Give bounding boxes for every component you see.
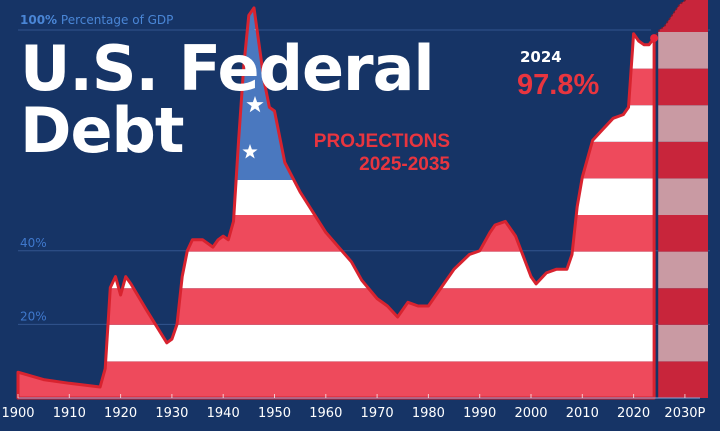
point-2024 xyxy=(650,34,659,43)
x-tick-label: 1950 xyxy=(258,406,291,421)
star-icon xyxy=(246,96,264,113)
x-tick-label: 1910 xyxy=(53,406,86,421)
title-line-2: Debt xyxy=(20,94,185,167)
flag-stripe xyxy=(18,324,655,362)
x-tick-label: 2010 xyxy=(566,406,599,421)
flag-stripe xyxy=(18,178,655,215)
projection-stripe xyxy=(658,105,708,142)
projection-stripe xyxy=(658,141,708,179)
x-tick-label: 2000 xyxy=(514,406,547,421)
y-axis-label-row: 100% Percentage of GDP xyxy=(20,13,173,27)
callout-year: 2024 xyxy=(520,48,562,66)
projection-stripe xyxy=(658,68,708,106)
debt-line xyxy=(16,6,656,400)
x-tick-label: 1920 xyxy=(104,406,137,421)
y-tick-label: 20% xyxy=(20,309,47,323)
projection-label-1: PROJECTIONS xyxy=(313,131,450,152)
x-tick-label: 2030P xyxy=(664,406,705,421)
projection-stripe xyxy=(658,178,708,215)
x-tick-label: 1900 xyxy=(1,406,34,421)
title-line-1: U.S. Federal xyxy=(20,32,435,105)
y-tick-100: 100% xyxy=(20,13,58,27)
projection-label: PROJECTIONS 2025-2035 xyxy=(270,130,450,176)
y-axis-label: Percentage of GDP xyxy=(60,13,174,27)
star-icon xyxy=(242,144,258,159)
x-tick-label: 1980 xyxy=(412,406,445,421)
x-tick-label: 2020 xyxy=(617,406,650,421)
flag-stripe xyxy=(18,288,655,325)
projection-stripe xyxy=(658,215,708,252)
x-tick-label: 1990 xyxy=(463,406,496,421)
projection-stripe xyxy=(658,251,708,289)
projection-stripe xyxy=(658,288,708,325)
flag-stripe xyxy=(18,361,655,398)
projection-mask xyxy=(640,0,686,39)
flag-stripe xyxy=(18,215,655,252)
projection-label-2: 2025-2035 xyxy=(359,154,450,175)
projection-area xyxy=(658,0,708,398)
callout-value: 97.8% xyxy=(517,69,600,101)
y-tick-label: 40% xyxy=(20,236,47,250)
projection-line xyxy=(653,0,687,39)
x-tick-label: 1970 xyxy=(361,406,394,421)
projection-stripe xyxy=(658,361,708,398)
x-tick-label: 1960 xyxy=(309,406,342,421)
projection-stripe xyxy=(658,32,708,69)
projection-stripe xyxy=(658,324,708,362)
flag-stripe xyxy=(18,251,655,289)
x-tick-label: 1940 xyxy=(207,406,240,421)
x-tick-label: 1930 xyxy=(155,406,188,421)
